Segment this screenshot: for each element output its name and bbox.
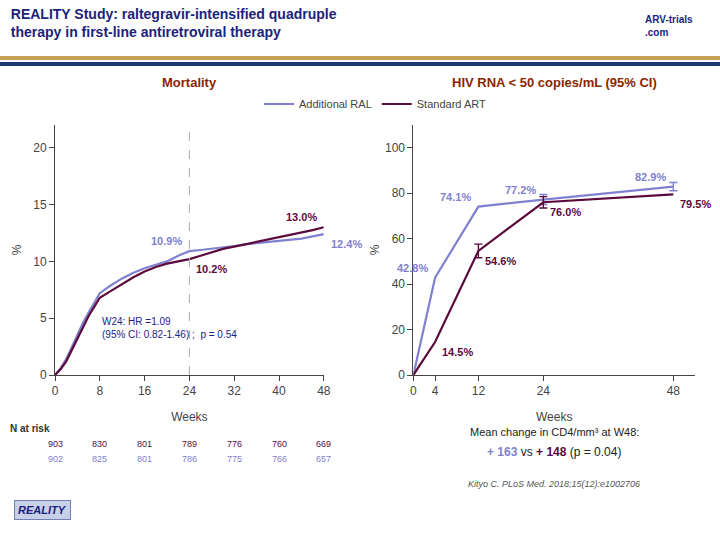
svg-text:32: 32 [228, 384, 242, 398]
svg-text:+ 163 vs + 148 (p = 0.04): + 163 vs + 148 (p = 0.04) [487, 445, 621, 459]
svg-text:80: 80 [392, 186, 406, 200]
svg-text:HIV RNA < 50 copies/mL (95% CI: HIV RNA < 50 copies/mL (95% CI) [452, 75, 657, 90]
svg-text:48: 48 [667, 384, 681, 398]
svg-text:60: 60 [392, 232, 406, 246]
svg-text:Weeks: Weeks [171, 410, 207, 424]
svg-text:Kityo C. PLoS Med. 2018;15(12): Kityo C. PLoS Med. 2018;15(12):e1002706 [468, 479, 640, 489]
svg-text:801: 801 [137, 439, 152, 449]
svg-text:669: 669 [316, 439, 331, 449]
svg-text:79.5%: 79.5% [680, 198, 711, 210]
svg-text:0: 0 [410, 384, 417, 398]
svg-text:76.0%: 76.0% [550, 206, 581, 218]
svg-text:20: 20 [392, 323, 406, 337]
svg-text:N at risk: N at risk [10, 423, 50, 434]
svg-text:REALITY: REALITY [18, 504, 67, 516]
svg-text:40: 40 [272, 384, 286, 398]
svg-text:903: 903 [48, 439, 63, 449]
svg-text:825: 825 [92, 454, 107, 464]
svg-text:760: 760 [272, 439, 287, 449]
svg-text:Weeks: Weeks [536, 410, 572, 424]
svg-text:24: 24 [183, 384, 197, 398]
svg-text:24: 24 [537, 384, 551, 398]
svg-text:830: 830 [92, 439, 107, 449]
svg-text:776: 776 [227, 439, 242, 449]
svg-text:54.6%: 54.6% [485, 255, 516, 267]
svg-text:Mean change in CD4/mm³ at W48:: Mean change in CD4/mm³ at W48: [470, 426, 639, 438]
svg-text:W24: HR =1.09(95% CI: 0.82-1.4: W24: HR =1.09(95% CI: 0.82-1.46) ; p = 0… [102, 316, 237, 340]
svg-text:4: 4 [432, 384, 439, 398]
svg-text:0: 0 [40, 368, 47, 382]
svg-text:ARV-trials.com: ARV-trials.com [645, 14, 693, 38]
svg-text:12: 12 [472, 384, 486, 398]
svg-text:100: 100 [385, 141, 405, 155]
svg-text:40: 40 [392, 277, 406, 291]
svg-text:%: % [10, 244, 24, 255]
svg-text:775: 775 [227, 454, 242, 464]
svg-text:8: 8 [96, 384, 103, 398]
svg-text:786: 786 [182, 454, 197, 464]
svg-text:20: 20 [33, 141, 47, 155]
svg-text:10.2%: 10.2% [196, 263, 227, 275]
svg-text:0: 0 [398, 368, 405, 382]
svg-text:42.8%: 42.8% [397, 262, 428, 274]
svg-text:789: 789 [182, 439, 197, 449]
svg-text:14.5%: 14.5% [442, 346, 473, 358]
svg-text:13.0%: 13.0% [286, 211, 317, 223]
svg-text:REALITY Study: raltegravir-int: REALITY Study: raltegravir-intensified q… [11, 6, 337, 40]
svg-text:77.2%: 77.2% [505, 184, 536, 196]
svg-text:48: 48 [317, 384, 331, 398]
svg-text:902: 902 [48, 454, 63, 464]
svg-text:5: 5 [40, 311, 47, 325]
svg-text:82.9%: 82.9% [635, 171, 666, 183]
svg-text:74.1%: 74.1% [440, 191, 471, 203]
svg-text:15: 15 [33, 198, 47, 212]
svg-text:12.4%: 12.4% [331, 238, 362, 250]
svg-text:10: 10 [33, 255, 47, 269]
svg-text:10.9%: 10.9% [151, 235, 182, 247]
svg-text:Mortality: Mortality [162, 75, 217, 90]
svg-text:16: 16 [138, 384, 152, 398]
svg-text:801: 801 [137, 454, 152, 464]
svg-text:766: 766 [272, 454, 287, 464]
svg-text:Standard ART: Standard ART [417, 98, 486, 110]
svg-text:657: 657 [316, 454, 331, 464]
svg-text:0: 0 [52, 384, 59, 398]
svg-text:Additional RAL: Additional RAL [299, 98, 372, 110]
svg-text:%: % [368, 244, 382, 255]
